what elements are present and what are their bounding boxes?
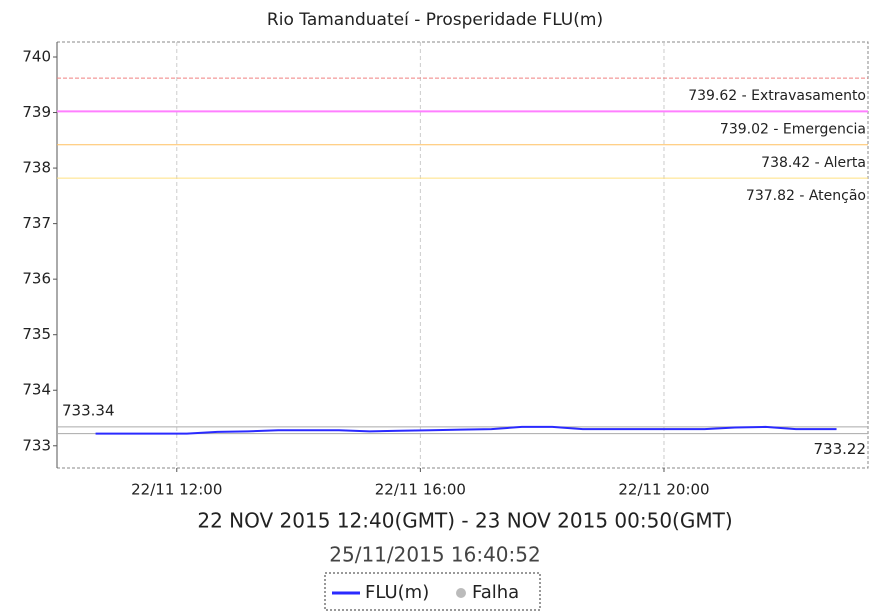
x-tick-label: 22/11 16:00 [375,481,466,499]
legend-label: FLU(m) [365,582,429,603]
y-tick-label: 738 [22,159,51,177]
legend-label: Falha [472,582,519,603]
plot-frame [56,41,869,469]
threshold-label: 737.82 - Atenção [746,188,866,204]
x-tick-label: 22/11 12:00 [131,481,222,499]
subtitle: 22 NOV 2015 12:40(GMT) - 23 NOV 2015 00:… [197,509,732,533]
y-tick-label: 736 [22,270,51,288]
y-tick-label: 734 [22,381,51,399]
chart-title: Rio Tamanduateí - Prosperidade FLU(m) [267,10,603,30]
max-label: 733.34 [62,401,115,419]
y-tick-label: 740 [22,47,51,65]
y-tick-label: 737 [22,214,51,232]
threshold-label: 738.42 - Alerta [761,155,866,171]
data-line [95,425,837,435]
legend-swatch [456,588,466,598]
threshold-label: 739.62 - Extravasamento [688,88,866,104]
y-tick-label: 733 [22,436,51,454]
legend-box [324,572,541,611]
x-tick-label: 22/11 20:00 [618,481,709,499]
threshold-label: 739.02 - Emergencia [720,121,866,137]
min-label: 733.22 [814,440,867,458]
timestamp: 25/11/2015 16:40:52 [329,543,540,567]
y-tick-label: 735 [22,325,51,343]
y-tick-label: 739 [22,103,51,121]
